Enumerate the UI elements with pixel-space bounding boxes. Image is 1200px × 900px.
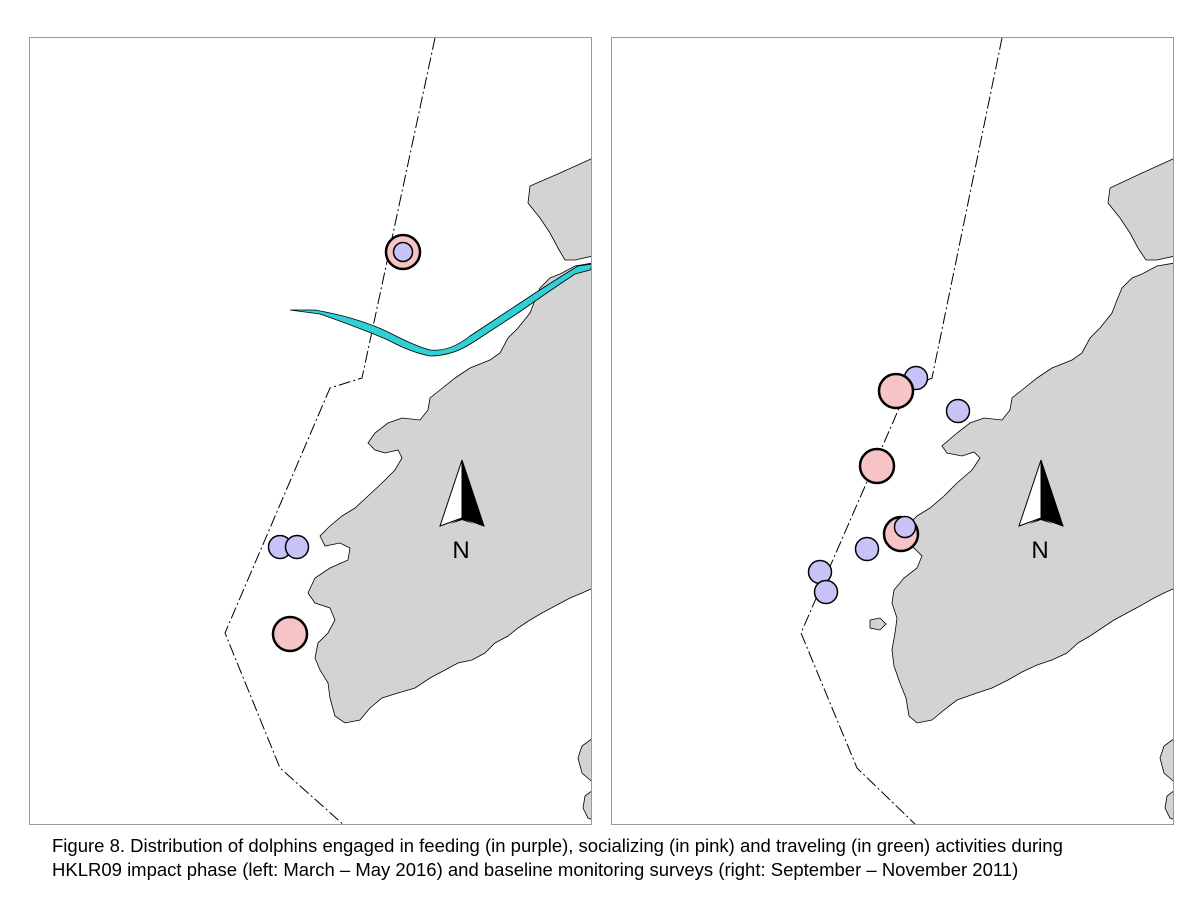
- map-left-svg: N: [224, 38, 591, 824]
- land-south-east-2: [582, 791, 591, 820]
- survey-boundary: [800, 38, 1003, 824]
- land-islet: [869, 617, 887, 631]
- sighting-socializing: [877, 372, 915, 410]
- land-south-east: [577, 738, 591, 782]
- sighting-feeding: [284, 534, 310, 560]
- map-panel-right: N: [611, 37, 1174, 825]
- land-north-east: [527, 158, 591, 261]
- land-main: [307, 262, 591, 724]
- north-label: N: [452, 537, 469, 564]
- sighting-feeding: [392, 241, 414, 263]
- north-arrow-icon: N: [1018, 459, 1064, 564]
- sighting-feeding: [854, 536, 880, 562]
- map-panel-left: N: [29, 37, 592, 825]
- figure-caption: Figure 8. Distribution of dolphins engag…: [52, 834, 1172, 882]
- survey-boundary: [224, 38, 436, 824]
- north-arrow-icon: N: [439, 459, 485, 564]
- land-north-east: [1107, 158, 1173, 261]
- caption-line-1: Figure 8. Distribution of dolphins engag…: [52, 835, 1063, 856]
- sighting-socializing: [271, 615, 309, 653]
- sighting-socializing: [858, 447, 896, 485]
- map-right-svg: N: [800, 38, 1173, 824]
- land-south-east-2: [1164, 791, 1173, 820]
- north-label: N: [1031, 537, 1048, 564]
- traveling-track: [289, 263, 591, 357]
- sighting-feeding: [813, 579, 839, 605]
- sighting-feeding: [945, 398, 971, 424]
- sighting-feeding: [893, 515, 917, 539]
- caption-line-2: HKLR09 impact phase (left: March – May 2…: [52, 859, 1019, 880]
- land-south-east: [1159, 738, 1173, 782]
